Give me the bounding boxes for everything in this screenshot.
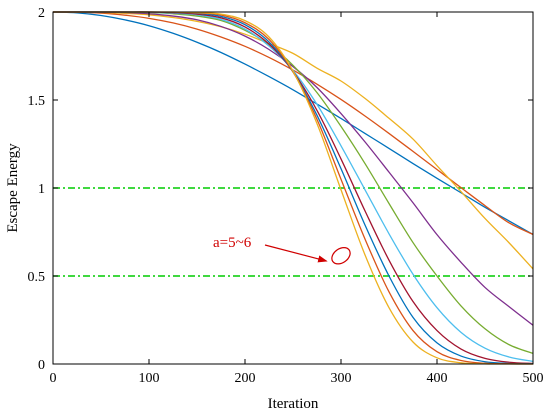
- series-line-2: [52, 11, 534, 236]
- axis-ticks: 0 100 200 300 400 500 0 0.5 1 1.5 2: [28, 6, 544, 386]
- series-line-1: [52, 11, 534, 236]
- y-tick-label: 0: [38, 358, 45, 373]
- x-tick-label: 0: [50, 371, 57, 386]
- x-tick-label: 500: [523, 371, 544, 386]
- y-tick-label: 2: [38, 6, 45, 21]
- series-line-3: [52, 11, 534, 270]
- annotation: a=5~6: [213, 235, 351, 265]
- annotation-label: a=5~6: [213, 235, 252, 251]
- series-line-4: [52, 11, 534, 326]
- x-tick-label: 300: [331, 371, 352, 386]
- y-tick-label: 1.5: [28, 94, 46, 109]
- x-tick-label: 200: [235, 371, 256, 386]
- annotation-ellipse: [331, 247, 351, 265]
- series-line-6: [52, 11, 534, 362]
- x-tick-label: 100: [139, 371, 160, 386]
- annotation-arrow: [264, 244, 328, 263]
- y-axis-label: Escape Energy: [5, 143, 21, 233]
- y-tick-label: 0.5: [28, 270, 46, 285]
- y-tick-label: 1: [38, 182, 45, 197]
- x-tick-label: 400: [427, 371, 448, 386]
- x-axis-label: Iteration: [268, 396, 319, 412]
- series-line-5: [52, 11, 534, 355]
